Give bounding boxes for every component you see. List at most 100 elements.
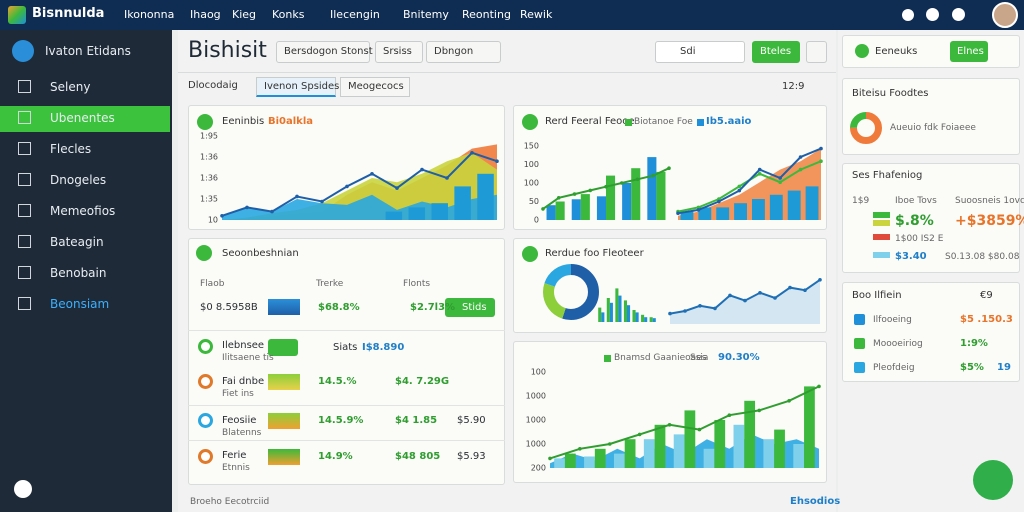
point — [778, 180, 782, 184]
row-icon — [198, 413, 213, 428]
label: Bnamsd Gaanieoaes — [614, 353, 707, 363]
label[interactable]: Flecles — [50, 142, 92, 156]
bar — [698, 207, 712, 220]
label: Feosiie — [222, 415, 257, 426]
tab[interactable] — [340, 77, 410, 97]
bar-cell — [268, 413, 300, 429]
label: Trerke — [316, 279, 344, 289]
label[interactable]: Ikononna — [124, 8, 175, 21]
label: Ehsodios — [790, 496, 841, 507]
point — [607, 442, 612, 446]
label[interactable]: Meogecocs — [348, 81, 404, 92]
label[interactable]: Ilecengin — [330, 8, 380, 21]
label[interactable]: Sdi — [680, 46, 696, 57]
button[interactable] — [276, 41, 370, 63]
point — [758, 291, 762, 295]
bar — [580, 194, 590, 220]
point — [635, 177, 640, 182]
chart — [598, 288, 656, 322]
label[interactable]: Ubenentes — [50, 111, 115, 125]
icon[interactable] — [926, 8, 939, 21]
label[interactable]: Konks — [272, 8, 305, 21]
label[interactable]: Bnitemy — [403, 8, 449, 21]
bar — [632, 310, 636, 322]
row-button[interactable] — [268, 339, 298, 356]
label[interactable]: Pleofdeig — [873, 363, 915, 373]
label: S0.13.08 $80.08 — [945, 252, 1020, 262]
chart — [668, 278, 822, 324]
bar — [774, 429, 785, 468]
point — [819, 159, 823, 163]
dropdown[interactable] — [806, 41, 827, 63]
chart: 150 100 100 50 0 — [524, 142, 671, 225]
bar — [606, 175, 616, 220]
bar — [546, 205, 556, 220]
label: Bishisit — [188, 38, 267, 63]
bar — [763, 439, 775, 468]
item-icon — [18, 142, 31, 155]
point — [541, 207, 545, 211]
avatar[interactable] — [992, 2, 1018, 28]
button[interactable] — [426, 41, 501, 63]
label[interactable]: Beonsiam — [50, 297, 110, 311]
label: 12:9 — [782, 81, 805, 92]
label: Fai dnbe — [222, 376, 265, 387]
top-bar — [0, 0, 1024, 30]
label[interactable]: Memeofios — [50, 204, 116, 218]
label: €9 — [980, 290, 993, 301]
label[interactable]: Ivenon Spsides — [264, 81, 340, 92]
tab[interactable] — [256, 77, 336, 97]
label[interactable]: Benobain — [50, 266, 107, 280]
bar — [624, 439, 636, 468]
pie-slice — [543, 264, 599, 320]
label[interactable]: Bteles — [760, 46, 792, 57]
label[interactable]: Seleny — [50, 80, 91, 94]
bar — [454, 186, 471, 220]
fab[interactable] — [973, 460, 1013, 500]
card-icon — [197, 114, 213, 130]
bar — [609, 302, 613, 322]
list-icon — [854, 362, 865, 373]
point — [548, 456, 552, 461]
label[interactable]: Bersdogon Stonst — [284, 46, 373, 57]
label[interactable]: Bateagin — [50, 235, 104, 249]
label: Bi0alkla — [268, 116, 314, 127]
label[interactable]: Elnes — [957, 46, 984, 57]
label: 1$00 IS2 E — [895, 234, 944, 244]
label[interactable]: Ihaog — [190, 8, 221, 21]
bar — [564, 453, 576, 468]
label[interactable]: Srsiss — [383, 46, 412, 57]
bar — [618, 295, 622, 322]
point — [345, 184, 349, 189]
y-tick-label: 0 — [534, 216, 539, 225]
y-tick-label: 1:95 — [200, 132, 218, 141]
label[interactable]: Rewik — [520, 8, 553, 21]
card-icon — [522, 114, 538, 130]
label[interactable]: Reonting — [462, 8, 511, 21]
search-box[interactable] — [655, 41, 745, 63]
label: +$3859% — [955, 213, 1024, 229]
button[interactable] — [375, 41, 423, 63]
label[interactable]: Dbngon — [434, 46, 474, 57]
point — [798, 155, 803, 159]
icon[interactable] — [902, 9, 914, 21]
label: Iboe Tovs — [895, 196, 937, 206]
active-item[interactable] — [0, 106, 170, 132]
label[interactable]: Dnogeles — [50, 173, 107, 187]
help-icon[interactable] — [14, 480, 32, 498]
bar — [793, 444, 805, 468]
label[interactable]: Kieg — [232, 8, 257, 21]
action-button[interactable] — [950, 41, 988, 62]
label[interactable]: Ilfooeing — [873, 315, 912, 325]
chart: 1:95 1:36 1:36 1:35 10 — [200, 132, 499, 224]
row-icon — [198, 339, 213, 354]
point — [667, 166, 671, 170]
action-button[interactable] — [752, 41, 800, 63]
icon — [855, 44, 869, 58]
row-button[interactable] — [445, 298, 495, 317]
label[interactable]: Moooeiriog — [873, 339, 923, 349]
icon[interactable] — [952, 8, 965, 21]
point — [696, 205, 701, 210]
point — [757, 172, 762, 176]
label: Eeninbis — [222, 116, 265, 127]
